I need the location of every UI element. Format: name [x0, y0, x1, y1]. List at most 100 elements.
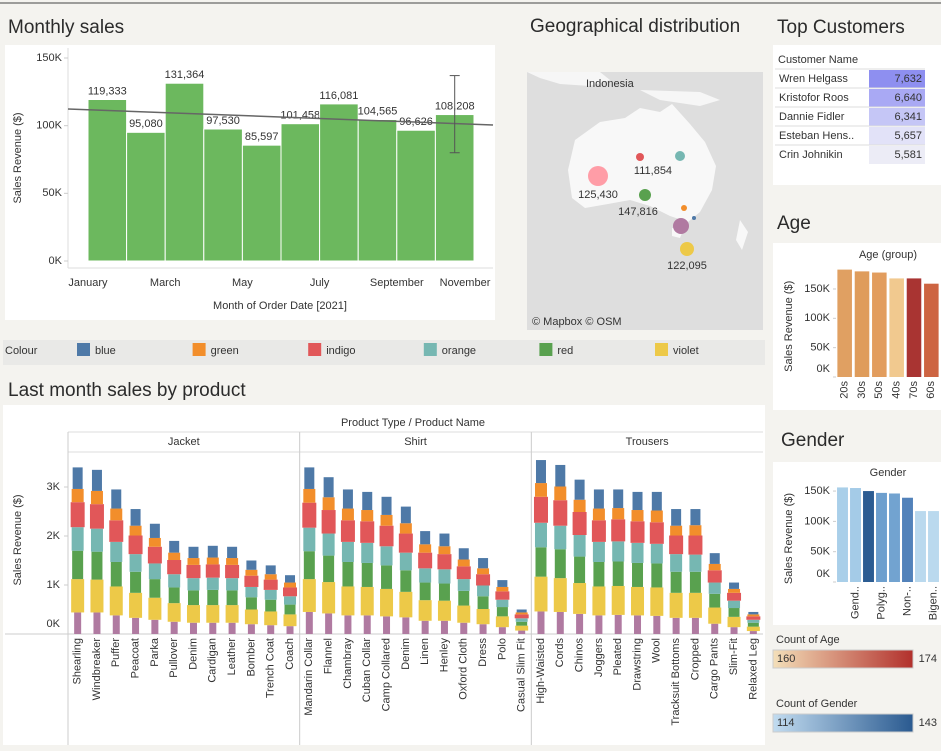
segment — [129, 525, 142, 536]
customer-name: Crin Johnikin — [779, 149, 843, 161]
segment — [440, 620, 448, 634]
segment — [168, 552, 181, 561]
bar — [164, 82, 205, 262]
segment — [109, 586, 123, 616]
segment — [537, 611, 545, 634]
y-tick-label: 150K — [804, 485, 830, 497]
segment — [576, 613, 584, 634]
segment — [70, 502, 85, 528]
segment — [71, 488, 84, 503]
header: Product Type / Product Name — [341, 417, 485, 429]
segment — [574, 479, 585, 500]
segment — [458, 590, 470, 606]
customer-name: Wren Helgass — [779, 73, 848, 85]
segment — [91, 469, 102, 491]
segment — [477, 596, 489, 610]
legend-ramp — [772, 713, 914, 733]
segment — [709, 593, 721, 608]
segment — [708, 607, 722, 624]
legend-swatch — [539, 343, 553, 356]
segment — [112, 615, 120, 634]
segment — [244, 575, 259, 587]
customer-name: Esteban Hens.. — [779, 130, 854, 142]
bar — [850, 488, 861, 582]
segment — [342, 561, 354, 587]
value-label: 85,597 — [245, 131, 279, 143]
map-bubble — [636, 153, 644, 161]
legend-label: blue — [95, 345, 116, 357]
segment — [747, 619, 760, 623]
segment — [187, 558, 200, 565]
segment — [129, 592, 143, 618]
segment — [689, 554, 702, 572]
segment — [653, 615, 661, 634]
segment — [90, 579, 104, 613]
segment — [245, 569, 258, 576]
segment — [438, 569, 451, 584]
segment — [381, 496, 392, 515]
segment — [380, 514, 393, 526]
x-tick-label: Tracksuit Bottoms — [670, 638, 682, 726]
map-bubble — [675, 151, 685, 161]
segment — [669, 535, 684, 555]
segment — [379, 525, 394, 547]
segment — [132, 617, 140, 634]
x-tick-label: Drawstring — [631, 638, 643, 691]
segment — [170, 621, 178, 634]
bar — [889, 278, 904, 377]
segment — [380, 546, 393, 566]
x-tick-label: 30s — [856, 381, 868, 399]
segment — [209, 622, 217, 634]
segment — [592, 541, 605, 562]
segment — [689, 525, 702, 536]
segment — [245, 597, 257, 610]
segment — [90, 490, 103, 505]
x-tick-label: Pleated — [612, 638, 624, 675]
bar — [837, 269, 852, 377]
segment — [167, 560, 182, 575]
segment — [631, 510, 644, 522]
segment — [438, 583, 450, 601]
segment — [206, 577, 219, 590]
segment — [130, 571, 142, 593]
segment — [302, 502, 317, 528]
segment — [688, 592, 702, 618]
y-axis-title: Sales Revenue ($) — [783, 493, 795, 584]
segment — [110, 508, 123, 521]
customers-title: Top Customers — [777, 17, 905, 38]
segment — [613, 489, 624, 509]
segment — [321, 510, 336, 534]
segment — [746, 616, 761, 620]
segment — [361, 562, 373, 587]
segment — [341, 541, 354, 562]
legend-title: Count of Gender — [776, 698, 858, 710]
segment — [341, 508, 354, 521]
bar — [854, 271, 870, 377]
segment — [267, 625, 275, 634]
segment — [534, 522, 547, 548]
customer-value: 6,640 — [894, 92, 922, 104]
map-label: 122,095 — [667, 260, 707, 272]
segment — [497, 580, 508, 587]
x-tick-label: Chinos — [574, 638, 586, 673]
value-cell — [869, 146, 925, 164]
segment — [226, 578, 239, 591]
segment — [651, 491, 662, 511]
segment — [708, 582, 721, 594]
segment — [516, 621, 528, 626]
x-tick-label: Cuban Collar — [361, 638, 373, 703]
segment — [728, 588, 741, 593]
x-tick-label: 40s — [891, 381, 903, 399]
segment — [515, 618, 528, 622]
y-axis-title: Sales Revenue ($) — [783, 281, 795, 372]
segment — [632, 491, 643, 511]
segment — [709, 553, 720, 564]
segment — [496, 599, 509, 608]
segment — [189, 622, 197, 634]
value-label: 131,364 — [165, 69, 205, 81]
segment — [650, 543, 663, 564]
bar — [837, 487, 848, 582]
segment — [265, 565, 276, 575]
customer-name: Kristofor Roos — [779, 92, 849, 104]
segment — [344, 615, 352, 634]
